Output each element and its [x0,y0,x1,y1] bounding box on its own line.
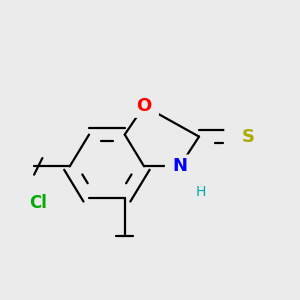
FancyBboxPatch shape [165,154,195,178]
Text: N: N [172,157,187,175]
Text: O: O [136,97,152,115]
Text: H: H [196,184,206,199]
FancyBboxPatch shape [129,94,159,118]
Text: Cl: Cl [30,194,47,212]
Text: S: S [242,128,255,146]
FancyBboxPatch shape [224,125,254,148]
